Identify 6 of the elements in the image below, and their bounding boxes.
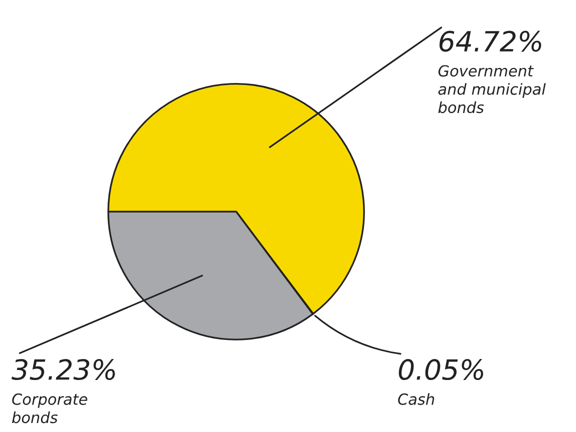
slice-label: Government and municipal bonds [438,65,546,114]
slice-label: Cash [398,393,434,405]
slice-label: Corporate bonds [12,393,88,424]
data-label: 35.23% [12,359,115,380]
data-label: 64.72% [440,30,542,52]
data-label: 0.05% [398,359,484,380]
